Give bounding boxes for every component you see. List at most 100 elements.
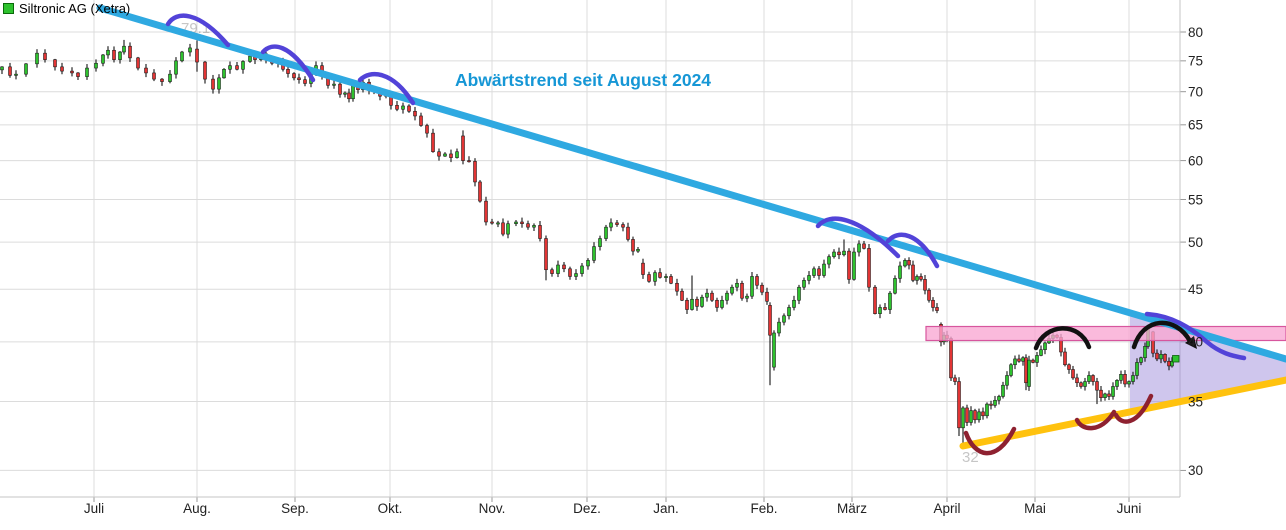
rejection-arrow-icon: [1185, 336, 1197, 349]
candle-body: [715, 299, 719, 308]
candle-body: [136, 57, 140, 69]
candle-body: [413, 110, 417, 117]
candle-body: [997, 396, 1001, 401]
candle-body: [538, 225, 542, 239]
candle-body: [174, 60, 178, 75]
candle-body: [664, 276, 668, 278]
candle-body: [873, 286, 877, 314]
candle-body: [1135, 362, 1139, 376]
candle-body: [935, 307, 939, 311]
candle-body: [1123, 374, 1127, 385]
x-tick-label: Feb.: [750, 501, 777, 516]
candle-body: [745, 295, 749, 299]
chart-legend: Siltronic AG (Xetra): [3, 2, 130, 15]
candle-body: [993, 399, 997, 406]
candle-body: [626, 226, 630, 240]
candle-body: [112, 49, 116, 60]
candles-layer: [0, 39, 1174, 445]
candle-body: [14, 73, 18, 76]
candle-body: [343, 92, 347, 95]
candle-body: [395, 105, 399, 110]
support-trendline: [959, 376, 1286, 450]
candle-body: [931, 299, 935, 308]
candle-body: [888, 292, 892, 310]
candle-body: [118, 51, 122, 60]
candle-body: [893, 278, 897, 294]
ma-arc: [357, 71, 416, 106]
x-tick-label: Mai: [1024, 501, 1046, 516]
candle-body: [1013, 358, 1017, 366]
candle-body: [787, 307, 791, 317]
candle-body: [297, 77, 301, 80]
candle-body: [180, 51, 184, 62]
candle-body: [1021, 357, 1025, 362]
candle-body: [658, 272, 662, 278]
candle-body: [755, 276, 759, 286]
candle-body: [797, 286, 801, 301]
candle-body: [514, 221, 518, 224]
candle-body: [520, 221, 524, 224]
candle-body: [574, 273, 578, 277]
candle-body: [85, 67, 89, 77]
candle-body: [827, 256, 831, 265]
candle-body: [580, 265, 584, 274]
candle-body: [609, 222, 613, 228]
ma-arc: [165, 13, 231, 48]
ma-arc: [260, 44, 316, 83]
candle-body: [501, 222, 505, 235]
ma-arc: [885, 232, 940, 269]
candle-body: [407, 105, 411, 112]
candle-body: [556, 264, 560, 274]
candle-body: [705, 292, 709, 298]
y-tick-label: 60: [1188, 153, 1203, 168]
candle-body: [449, 153, 453, 158]
candle-body: [1095, 381, 1099, 391]
candle-body: [898, 265, 902, 279]
candle-body: [680, 290, 684, 301]
candle-body: [1071, 369, 1075, 379]
candle-body: [1087, 375, 1091, 382]
candle-body: [765, 291, 769, 302]
candle-body: [60, 66, 64, 72]
candle-body: [1031, 359, 1035, 363]
y-tick-label: 45: [1188, 282, 1203, 297]
candle-body: [467, 160, 471, 163]
candle-body: [160, 78, 164, 82]
candle-body: [222, 68, 226, 79]
candle-body: [217, 77, 221, 90]
candle-body: [822, 263, 826, 276]
series-marker-icon: [3, 3, 14, 14]
candle-body: [332, 83, 336, 86]
candle-body: [43, 52, 47, 60]
candle-body: [720, 299, 724, 308]
candle-body: [152, 72, 156, 80]
candle-body: [490, 221, 494, 224]
candle-body: [53, 59, 57, 68]
x-tick-label: Aug.: [183, 501, 211, 516]
candle-body: [907, 260, 911, 266]
candle-body: [122, 45, 126, 53]
y-tick-label: 70: [1188, 84, 1203, 99]
candle-body: [586, 260, 590, 267]
candle-body: [927, 289, 931, 301]
candle-body: [0, 66, 4, 71]
x-tick-label: Dez.: [573, 501, 601, 516]
candle-body: [473, 161, 477, 183]
candle-body: [832, 251, 836, 257]
candle-body: [985, 403, 989, 417]
downtrend-line: [96, 4, 1286, 363]
candle-body: [710, 292, 714, 301]
candle-body: [782, 315, 786, 323]
candle-body: [106, 49, 110, 56]
candle-body: [802, 280, 806, 288]
candle-body: [725, 292, 729, 301]
candle-body: [455, 151, 459, 158]
candle-body: [953, 377, 957, 382]
candle-body: [101, 54, 105, 64]
candle-body: [919, 276, 923, 280]
x-tick-label: Jan.: [653, 501, 679, 516]
candle-body: [228, 65, 232, 70]
x-tick-label: Sep.: [281, 501, 309, 516]
candle-body: [989, 403, 993, 406]
top-arc: [1131, 320, 1193, 350]
